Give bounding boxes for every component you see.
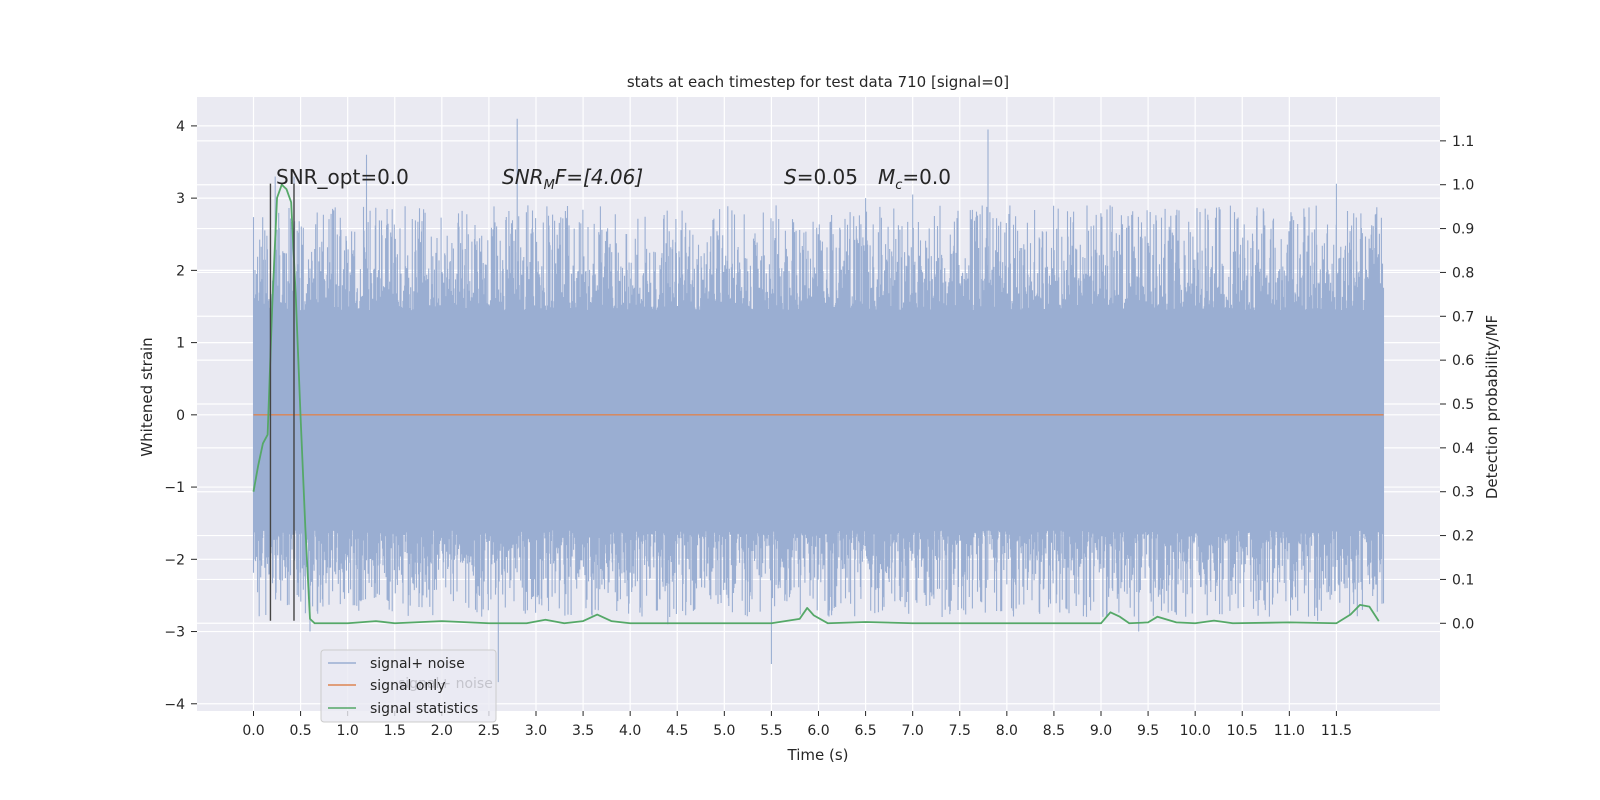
mc-main: M — [878, 165, 895, 189]
x-tick-label: 4.5 — [666, 723, 688, 739]
mc-annotation: Mc=0.0 — [878, 165, 951, 193]
x-tick-label: 6.5 — [854, 723, 876, 739]
y-axis-label: Whitened strain — [138, 337, 156, 456]
x-tick-label: 8.5 — [1043, 723, 1065, 739]
x-tick-label: 1.5 — [384, 723, 406, 739]
y-right-tick-label: 1.1 — [1452, 134, 1474, 150]
snr-opt-annotation: SNR_opt=0.0 — [276, 165, 409, 189]
x-tick-label: 4.0 — [619, 723, 641, 739]
legend-label-signal-statistics: signal statistics — [370, 701, 478, 717]
x-tick-label: 3.5 — [572, 723, 594, 739]
x-tick-label: 11.0 — [1274, 723, 1305, 739]
y-right-tick-label: 1.0 — [1452, 178, 1474, 194]
y-tick-label: −4 — [164, 697, 185, 713]
x-tick-label: 8.0 — [996, 723, 1018, 739]
y-tick-label: −3 — [164, 625, 185, 641]
legend-label-signal-noise: signal+ noise — [370, 656, 465, 672]
legend-label-signal-only: signal only — [370, 678, 445, 694]
y-tick-label: −2 — [164, 552, 185, 568]
x-tick-label: 0.5 — [289, 723, 311, 739]
marker-lines — [269, 183, 295, 621]
y-right-tick-label: 0.7 — [1452, 309, 1474, 325]
x-tick-label: 3.0 — [525, 723, 547, 739]
y-tick-label: 0 — [176, 408, 185, 424]
y-right-tick-label: 0.6 — [1452, 353, 1474, 369]
x-tick-label: 9.0 — [1090, 723, 1112, 739]
snr-mf-main: SNR — [502, 165, 544, 189]
chart-title: stats at each timestep for test data 710… — [627, 73, 1009, 91]
snr-mf-annotation: SNRMF=[4.06] — [502, 165, 643, 193]
snr-mf-tail: F=[4.06] — [555, 165, 643, 189]
y-tick-label: 4 — [176, 119, 185, 135]
y-tick-label: −1 — [164, 480, 185, 496]
x-tick-label: 9.5 — [1137, 723, 1159, 739]
x-tick-label: 10.0 — [1180, 723, 1211, 739]
y-tick-label: 2 — [176, 263, 185, 279]
s-label: S — [784, 165, 797, 189]
x-tick-label: 1.0 — [337, 723, 359, 739]
x-tick-label: 6.0 — [807, 723, 829, 739]
x-tick-label: 2.0 — [431, 723, 453, 739]
x-tick-label: 2.5 — [478, 723, 500, 739]
y-axis-right-label: Detection probability/MF — [1483, 315, 1501, 499]
mc-sub: c — [895, 178, 902, 193]
x-tick-label: 0.0 — [242, 723, 264, 739]
y-right-tick-label: 0.8 — [1452, 265, 1474, 281]
y-right-tick-label: 0.9 — [1452, 222, 1474, 238]
y-right-tick-label: 0.5 — [1452, 397, 1474, 413]
legend-box — [320, 649, 497, 723]
y-tick-label: 1 — [176, 336, 185, 352]
x-tick-label: 10.5 — [1227, 723, 1258, 739]
axes: 0.0 0.5 1.0 1.5 2.0 2.5 3.0 3.5 4.0 4.5 5.0 5.5 6.0 6… — [164, 119, 1474, 739]
y-right-tick-label: 0.2 — [1452, 529, 1474, 545]
x-axis-label: Time (s) — [787, 746, 849, 764]
y-right-tick-label: 0.3 — [1452, 485, 1474, 501]
s-annotation: S=0.05 — [784, 165, 858, 189]
snr-mf-sub: M — [544, 178, 555, 193]
x-tick-label: 7.0 — [902, 723, 924, 739]
legend: signal+ noise signal+ noise signal only … — [320, 649, 497, 723]
s-value: =0.05 — [797, 165, 858, 189]
legend-ghost-text: signal+ noise — [398, 676, 493, 692]
y-right-tick-label: 0.0 — [1452, 616, 1474, 632]
x-tick-label: 11.5 — [1321, 723, 1352, 739]
x-tick-label: 5.5 — [760, 723, 782, 739]
y-right-tick-label: 0.1 — [1452, 572, 1474, 588]
y-right-tick-label: 0.4 — [1452, 441, 1474, 457]
x-tick-label: 5.0 — [713, 723, 735, 739]
x-tick-label: 7.5 — [949, 723, 971, 739]
y-tick-label: 3 — [176, 191, 185, 207]
mc-value: =0.0 — [902, 165, 951, 189]
